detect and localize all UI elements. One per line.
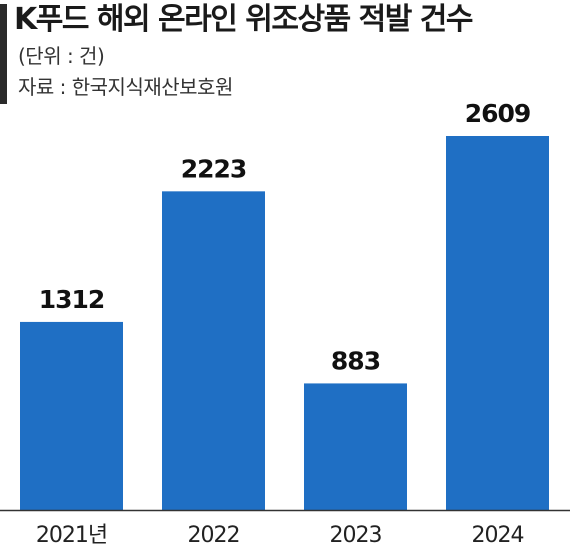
- value-label-2023: 883: [331, 346, 380, 375]
- x-tick-label-2023: 2023: [330, 523, 382, 548]
- x-tick-label-2024: 2024: [472, 523, 524, 548]
- value-label-2022: 2223: [181, 154, 247, 183]
- title-accent-bar: [0, 4, 7, 104]
- bar-2021년: [20, 321, 123, 510]
- chart-title: K푸드 해외 온라인 위조상품 적발 건수: [14, 2, 473, 37]
- unit-label: (단위 : 건): [18, 44, 105, 68]
- bar-2023: [304, 383, 407, 510]
- chart-header: K푸드 해외 온라인 위조상품 적발 건수 (단위 : 건) 자료 : 한국지식…: [0, 0, 570, 110]
- bar-2022: [162, 191, 265, 511]
- source-label: 자료 : 한국지식재산보호원: [18, 75, 233, 99]
- value-label-2024: 2609: [465, 99, 531, 128]
- bar-2024: [446, 136, 549, 510]
- x-tick-label-2022: 2022: [188, 523, 240, 548]
- x-tick-label-2021년: 2021년: [36, 523, 107, 548]
- value-label-2021년: 1312: [39, 285, 105, 314]
